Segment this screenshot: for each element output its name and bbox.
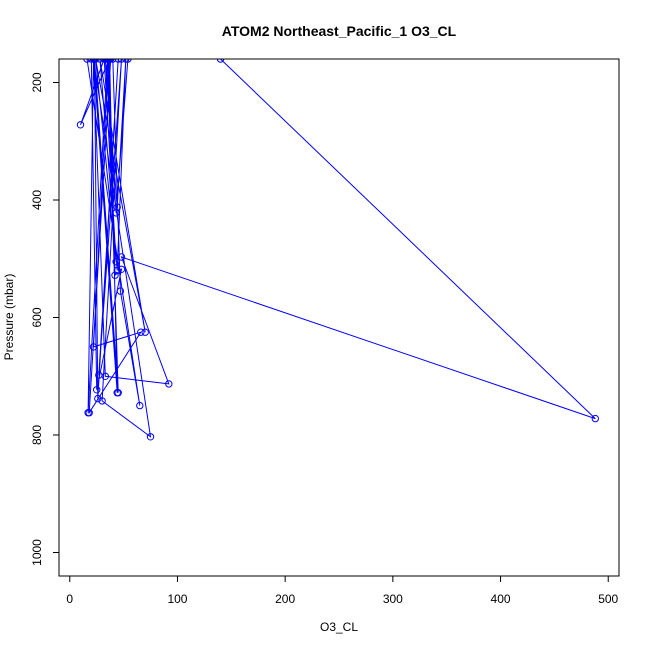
data-point — [107, 59, 115, 63]
x-axis-label: O3_CL — [320, 620, 358, 634]
data-point — [117, 59, 126, 63]
data-point — [116, 287, 125, 295]
data-point — [117, 253, 126, 261]
x-tick-label: 400 — [491, 592, 511, 606]
data-point — [113, 266, 121, 275]
data-point — [124, 59, 132, 63]
data-point — [165, 380, 173, 388]
data-point — [137, 328, 145, 336]
data-point — [85, 409, 93, 417]
data-point — [93, 386, 101, 394]
data-point — [83, 59, 91, 63]
y-axis-label: Pressure (mbar) — [2, 274, 16, 361]
data-point — [122, 59, 130, 63]
y-tick-label: 400 — [30, 190, 44, 210]
data-point — [113, 389, 121, 397]
y-tick-label: 600 — [30, 307, 44, 327]
data-point — [141, 328, 149, 336]
data-point — [91, 59, 100, 63]
data-point — [112, 209, 120, 217]
data-point — [109, 59, 117, 63]
series-line — [80, 59, 596, 438]
data-point — [117, 265, 126, 273]
axes-layer: 0 100 200 300 400 500 200 400 600 800 1000 — [30, 72, 619, 606]
data-point — [112, 258, 120, 266]
data-point — [104, 59, 113, 63]
data-point — [76, 121, 85, 129]
data-point — [95, 371, 103, 379]
data-point — [87, 59, 95, 63]
data-point — [89, 59, 98, 63]
data-point — [96, 59, 104, 63]
data-point — [98, 397, 106, 405]
x-tick-label: 200 — [275, 592, 295, 606]
data-point — [111, 271, 119, 279]
data-point — [114, 59, 122, 63]
x-tick-label: 100 — [167, 592, 187, 606]
y-tick-label: 800 — [30, 425, 44, 445]
data-point — [89, 343, 98, 351]
chart-title: ATOM2 Northeast_Pacific_1 O3_CL — [222, 23, 457, 39]
data-point — [136, 401, 144, 410]
data-point — [94, 394, 102, 403]
series-layer — [76, 59, 599, 441]
x-tick-label: 500 — [598, 592, 618, 606]
data-point — [216, 59, 225, 63]
data-point — [146, 433, 155, 441]
x-tick-label: 0 — [66, 592, 73, 606]
x-tick-label: 300 — [383, 592, 403, 606]
data-point — [101, 59, 109, 63]
y-tick-label: 1000 — [30, 539, 44, 566]
y-tick-label: 200 — [30, 72, 44, 92]
data-point — [591, 414, 599, 423]
